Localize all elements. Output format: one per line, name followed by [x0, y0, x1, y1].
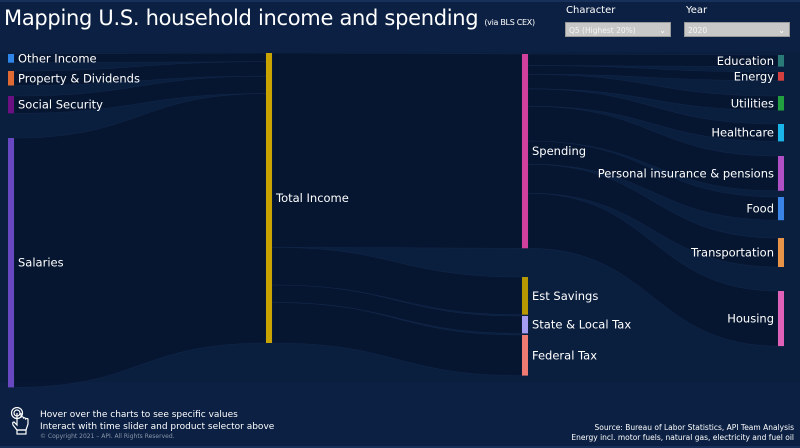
source-text: Source: Bureau of Labor Statistics, API …: [594, 423, 794, 432]
character-label: Character: [566, 5, 616, 16]
energy-note: Energy incl. motor fuels, natural gas, e…: [571, 433, 794, 442]
node-label-healthcare: Healthcare: [711, 126, 774, 140]
node-savings[interactable]: [522, 277, 528, 315]
node-property[interactable]: [8, 71, 14, 86]
year-select[interactable]: 2020 ⌄: [684, 22, 790, 37]
copyright: © Copyright 2021 – API. All Rights Reser…: [40, 433, 175, 440]
link-total-spending[interactable]: [271, 52, 523, 249]
character-select[interactable]: Q5 (Highest 20%) ⌄: [565, 22, 671, 37]
chart-area: [0, 52, 800, 382]
node-fedtax[interactable]: [522, 335, 528, 376]
node-label-salaries: Salaries: [18, 256, 64, 270]
title-text: Mapping U.S. household income and spendi…: [4, 6, 479, 30]
title-subtitle: (via BLS CEX): [484, 18, 535, 27]
node-label-social: Social Security: [18, 98, 103, 112]
hint-text: Hover over the charts to see specific va…: [40, 409, 274, 433]
node-total[interactable]: [266, 53, 272, 343]
character-value: Q5 (Highest 20%): [569, 26, 636, 35]
node-education[interactable]: [778, 55, 784, 67]
hint-line-2: Interact with time slider and product se…: [40, 422, 275, 432]
node-label-other: Other Income: [18, 51, 97, 65]
node-spending[interactable]: [522, 54, 528, 249]
node-label-personal: Personal insurance & pensions: [598, 166, 774, 180]
node-label-transportation: Transportation: [690, 246, 774, 260]
node-statetax[interactable]: [522, 316, 528, 334]
bottom-divider: [0, 446, 800, 448]
node-label-education: Education: [717, 54, 774, 68]
node-label-savings: Est Savings: [532, 289, 598, 303]
node-label-housing: Housing: [727, 312, 774, 326]
hint-line-1: Hover over the charts to see specific va…: [40, 410, 238, 420]
node-salaries[interactable]: [8, 138, 14, 388]
node-other[interactable]: [8, 54, 14, 63]
year-label: Year: [686, 5, 708, 16]
source-note: Source: Bureau of Labor Statistics, API …: [571, 423, 794, 443]
node-label-fedtax: Federal Tax: [532, 348, 597, 362]
node-housing[interactable]: [778, 291, 784, 347]
node-label-utilities: Utilities: [731, 96, 774, 110]
page-title: Mapping U.S. household income and spendi…: [4, 6, 535, 30]
link-salaries-total[interactable]: [13, 93, 267, 388]
node-label-property: Property & Dividends: [18, 71, 140, 85]
node-label-energy: Energy: [734, 69, 774, 83]
node-personal[interactable]: [778, 156, 784, 191]
node-social[interactable]: [8, 96, 14, 114]
node-healthcare[interactable]: [778, 124, 784, 142]
year-value: 2020: [688, 26, 708, 35]
top-divider: [0, 0, 800, 2]
chevron-down-icon: ⌄: [659, 26, 666, 35]
node-label-total: Total Income: [275, 191, 349, 205]
node-label-statetax: State & Local Tax: [532, 318, 631, 332]
node-label-food: Food: [746, 202, 774, 216]
node-transportation[interactable]: [778, 238, 784, 267]
node-energy[interactable]: [778, 72, 784, 81]
node-food[interactable]: [778, 197, 784, 221]
hand-pointer-icon: [10, 407, 29, 435]
chevron-down-icon: ⌄: [778, 26, 785, 35]
node-label-spending: Spending: [532, 144, 586, 158]
node-utilities[interactable]: [778, 96, 784, 111]
